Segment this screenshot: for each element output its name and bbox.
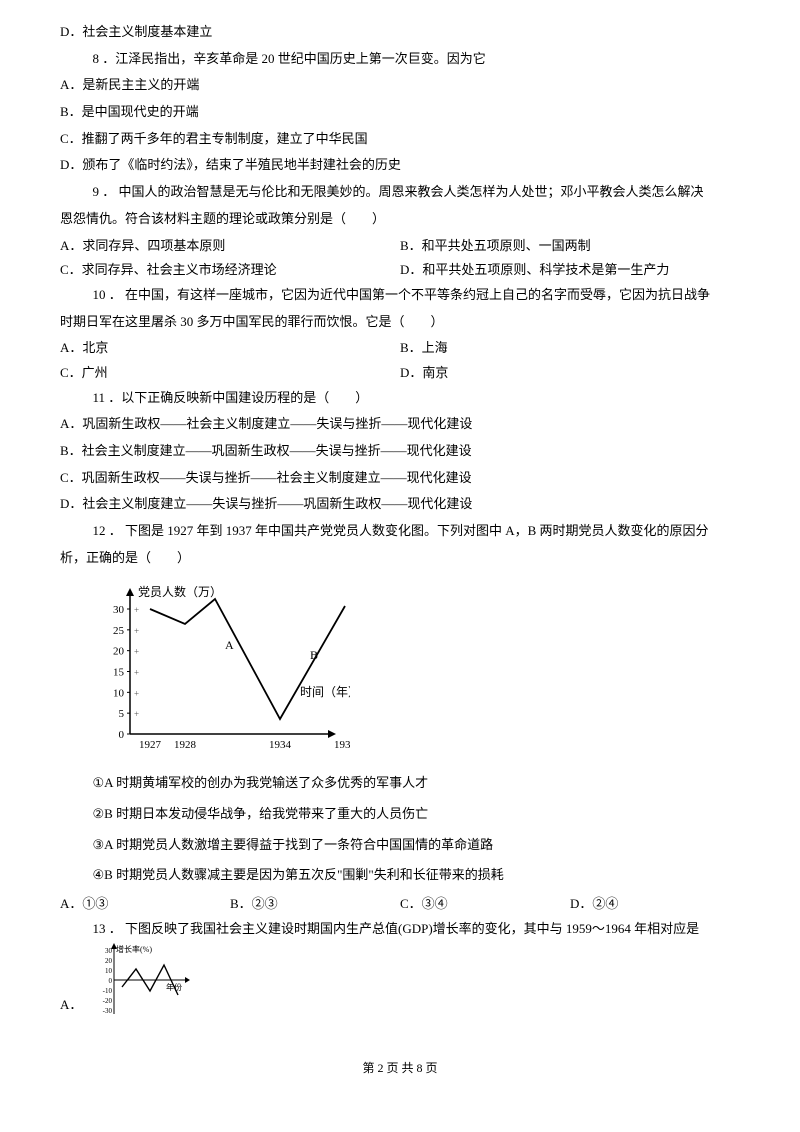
q9-option-d: D．和平共处五项原则、科学技术是第一生产力 [400,258,740,283]
q12-chart: 0 5 +10 +15 +20 +25 +30 +1927 1928 1934 1937 党员人数（万… [90,584,350,754]
q10-stem-2: 时期日军在这里屠杀 30 多万中国军民的罪行而饮恨。它是（ ） [60,310,740,335]
q11-option-c: C．巩固新生政权——失误与挫折——社会主义制度建立——现代化建设 [60,466,740,491]
q13-stem: 13 ． 下图反映了我国社会主义建设时期国内生产总值(GDP)增长率的变化，其中… [60,917,740,942]
q8-option-c: C．推翻了两千多年的君主专制制度，建立了中华民国 [60,127,740,152]
svg-text:1927: 1927 [139,739,162,751]
q12-stem-1: 12 ． 下图是 1927 年到 1937 年中国共产党党员人数变化图。下列对图… [60,519,740,544]
svg-text:+: + [134,668,139,678]
svg-text:-20: -20 [103,997,113,1005]
q10-option-d: D．南京 [400,361,740,386]
q9-stem-1: 9 ． 中国人的政治智慧是无与伦比和无限美妙的。周恩来教会人类怎样为人处世；邓小… [60,180,740,205]
q8-option-d: D．颁布了《临时约法》，结束了半殖民地半封建社会的历史 [60,153,740,178]
svg-text:25: 25 [113,625,125,637]
q8-stem: 8 ．江泽民指出，辛亥革命是 20 世纪中国历史上第一次巨变。因为它 [60,47,740,72]
q10-stem-1: 10 ． 在中国，有这样一座城市，它因为近代中国第一个不平等条约冠上自己的名字而… [60,283,740,308]
q12-stem-2: 析，正确的是（ ） [60,546,740,571]
q9-stem-2: 恩怨情仇。符合该材料主题的理论或政策分别是（ ） [60,207,740,232]
svg-text:15: 15 [113,667,125,679]
svg-text:1934: 1934 [269,739,292,751]
svg-text:时间（年）: 时间（年） [300,685,350,699]
q11-option-b: B．社会主义制度建立——巩固新生政权——失误与挫折——现代化建设 [60,439,740,464]
svg-text:党员人数（万）: 党员人数（万） [138,584,222,599]
q12-option-c: C．③④ [400,892,570,917]
svg-text:10: 10 [113,688,125,700]
svg-text:30: 30 [113,604,125,616]
q12-option-a: A．①③ [60,892,230,917]
q11-option-a: A．巩固新生政权——社会主义制度建立——失误与挫折——现代化建设 [60,412,740,437]
svg-text:+: + [134,605,139,615]
svg-text:A: A [225,638,234,652]
q12-option-b: B．②③ [230,892,400,917]
svg-text:-10: -10 [103,987,113,995]
q12-s3: ③A 时期党员人数激增主要得益于找到了一条符合中国国情的革命道路 [60,833,740,858]
q7-option-d: D．社会主义制度基本建立 [60,20,740,45]
q8-option-a: A．是新民主主义的开端 [60,73,740,98]
page-footer: 第 2 页 共 8 页 [60,1057,740,1080]
svg-text:B: B [310,648,318,662]
q8-option-b: B．是中国现代史的开端 [60,100,740,125]
svg-text:+: + [134,710,139,720]
q12-s4: ④B 时期党员人数骤减主要是因为第五次反"围剿"失利和长征带来的损耗 [60,863,740,888]
svg-text:0: 0 [119,729,125,741]
svg-text:20: 20 [113,646,125,658]
svg-text:30: 30 [105,947,113,955]
q12-option-d: D．②④ [570,892,740,917]
q9-option-c: C．求同存异、社会主义市场经济理论 [60,258,400,283]
svg-text:0: 0 [109,977,113,985]
q9-option-a: A．求同存异、四项基本原则 [60,234,400,259]
svg-text:10: 10 [105,967,113,975]
svg-text:+: + [134,689,139,699]
svg-text:1937: 1937 [334,739,350,751]
q12-s2: ②B 时期日本发动侵华战争，给我党带来了重大的人员伤亡 [60,802,740,827]
q11-stem: 11 ．以下正确反映新中国建设历程的是（ ） [60,386,740,411]
q13-chart-a: -30-20-100102030增长率(%)年份 [90,943,200,1017]
q11-option-d: D．社会主义制度建立——失误与挫折——巩固新生政权——现代化建设 [60,492,740,517]
q10-option-b: B．上海 [400,336,740,361]
q12-s1: ①A 时期黄埔军校的创办为我党输送了众多优秀的军事人才 [60,771,740,796]
svg-text:+: + [134,626,139,636]
q10-option-a: A．北京 [60,336,400,361]
q13-option-a-prefix: A． [60,993,82,1018]
svg-text:5: 5 [119,709,125,721]
q10-option-c: C．广州 [60,361,400,386]
svg-text:增长率(%): 增长率(%) [116,944,152,954]
svg-text:+: + [134,647,139,657]
svg-text:-30: -30 [103,1007,113,1015]
q9-option-b: B．和平共处五项原则、一国两制 [400,234,740,259]
svg-text:20: 20 [105,957,113,965]
svg-text:1928: 1928 [174,739,197,751]
